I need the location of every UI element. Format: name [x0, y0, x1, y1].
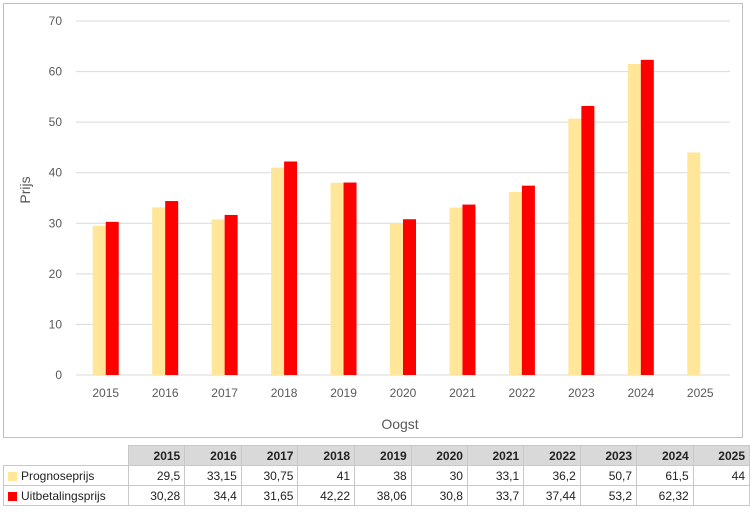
y-tick-label: 60 — [49, 65, 63, 79]
table-corner — [3, 445, 129, 466]
bar-prognoseprijs-2020 — [390, 223, 403, 375]
x-tick-label: 2023 — [568, 386, 595, 400]
bar-uitbetalingsprijs-2024 — [640, 59, 654, 375]
table-header-cell: 2020 — [410, 445, 468, 466]
legend-swatch-uitbetalingsprijs — [8, 491, 17, 501]
bar-uitbetalingsprijs-2015 — [105, 221, 119, 375]
x-tick-label: 2024 — [627, 386, 654, 400]
table-header-cell: 2021 — [466, 445, 525, 466]
bar-uitbetalingsprijs-2021 — [462, 204, 476, 375]
x-tick-label: 2018 — [271, 386, 298, 400]
table-cell: 31,65 — [240, 485, 299, 506]
bar-prognoseprijs-2022 — [508, 191, 522, 375]
table-cell: 61,5 — [636, 465, 694, 486]
data-table: 2015 2016 2017 2018 2019 2020 2021 2022 2023 2024… — [3, 445, 750, 506]
table-header-cell: 2024 — [636, 445, 694, 466]
x-axis-label: Oogst — [381, 416, 418, 432]
table-cell: 37,44 — [523, 485, 581, 506]
legend-swatch-prognoseprijs — [8, 471, 17, 481]
table-header-cell: 2019 — [354, 445, 412, 466]
bar-uitbetalingsprijs-2019 — [343, 182, 357, 375]
bar-prognoseprijs-2019 — [330, 182, 344, 375]
table-header-row: 2015 2016 2017 2018 2019 2020 2021 2022 2023 2024… — [3, 445, 750, 466]
bar-prognoseprijs-2021 — [449, 207, 463, 375]
bar-uitbetalingsprijs-2020 — [403, 219, 416, 375]
y-tick-label: 70 — [49, 14, 63, 28]
x-axis-ticks: 2015 2016 2017 2018 2019 2020 2021 2022 2023 2024… — [92, 386, 714, 400]
bar-uitbetalingsprijs-2022 — [521, 185, 535, 375]
y-tick-label: 10 — [49, 317, 63, 331]
x-tick-label: 2022 — [509, 386, 536, 400]
series-label: Prognoseprijs — [21, 468, 95, 483]
table-cell: 53,2 — [579, 485, 638, 506]
y-axis-label: Prijs — [17, 176, 33, 203]
bar-chart: 0 10 20 30 40 50 60 70 2015 2016 2017 2018 2019 2020… — [17, 14, 730, 432]
table-cell: 41 — [297, 465, 356, 486]
table-cell: 34,4 — [184, 485, 242, 506]
table-row-uitbetalingsprijs: Uitbetalingsprijs 30,28 34,4 31,65 42,22 38,… — [3, 485, 750, 506]
table-cell: 29,5 — [127, 465, 186, 486]
series-label: Uitbetalingsprijs — [21, 488, 106, 503]
table-header-cell: 2023 — [579, 445, 638, 466]
table-cell: 33,15 — [184, 465, 242, 486]
table-cell: 30,28 — [127, 485, 186, 506]
table-cell: 42,22 — [297, 485, 356, 506]
table-cell: 33,1 — [466, 465, 525, 486]
x-tick-label: 2019 — [330, 386, 357, 400]
table-cell: 30 — [410, 465, 468, 486]
table-cell: 36,2 — [523, 465, 581, 486]
legend-uitbetalingsprijs: Uitbetalingsprijs — [3, 485, 129, 506]
x-tick-label: 2025 — [687, 386, 714, 400]
x-tick-label: 2016 — [152, 386, 179, 400]
x-tick-label: 2020 — [390, 386, 417, 400]
table-header-cell: 2015 — [127, 445, 186, 466]
x-tick-label: 2021 — [449, 386, 476, 400]
y-tick-label: 40 — [49, 166, 63, 180]
bar-prognoseprijs-2016 — [152, 207, 166, 375]
y-tick-label: 50 — [49, 115, 63, 129]
table-header-cell: 2017 — [240, 445, 299, 466]
bar-prognoseprijs-2023 — [568, 118, 582, 376]
table-cell: 38 — [354, 465, 412, 486]
x-tick-label: 2015 — [92, 386, 119, 400]
bar-prognoseprijs-2017 — [211, 219, 225, 375]
bar-prognoseprijs-2015 — [92, 225, 106, 375]
table-header-cell: 2016 — [184, 445, 242, 466]
chart-frame: 0 10 20 30 40 50 60 70 2015 2016 2017 2018 2019 2020… — [3, 3, 743, 438]
table-cell: 38,06 — [354, 485, 412, 506]
bar-prognoseprijs-2024 — [627, 63, 641, 375]
y-axis-ticks: 0 10 20 30 40 50 60 70 — [49, 14, 63, 382]
x-tick-label: 2017 — [211, 386, 238, 400]
bar-prognoseprijs-2018 — [271, 167, 285, 375]
table-cell: 33,7 — [466, 485, 525, 506]
legend-prognoseprijs: Prognoseprijs — [3, 465, 129, 486]
table-row-prognoseprijs: Prognoseprijs 29,5 33,15 30,75 41 38 30 33,1 36… — [3, 465, 750, 486]
table-cell: 30,8 — [410, 485, 468, 506]
y-tick-label: 30 — [49, 216, 63, 230]
table-header-cell: 2022 — [523, 445, 581, 466]
bar-uitbetalingsprijs-2023 — [581, 105, 595, 376]
y-tick-label: 0 — [55, 368, 62, 382]
y-tick-label: 20 — [49, 267, 63, 281]
bar-uitbetalingsprijs-2017 — [224, 214, 238, 375]
bars — [92, 59, 701, 376]
table-cell: 30,75 — [240, 465, 299, 486]
bar-uitbetalingsprijs-2018 — [284, 161, 298, 375]
table-cell — [692, 485, 750, 506]
table-cell: 50,7 — [579, 465, 638, 486]
table-cell: 44 — [692, 465, 750, 486]
bar-prognoseprijs-2025 — [687, 152, 701, 375]
table-header-cell: 2018 — [297, 445, 356, 466]
bar-uitbetalingsprijs-2016 — [165, 201, 179, 375]
table-header-cell: 2025 — [692, 445, 750, 466]
table-cell: 62,32 — [636, 485, 694, 506]
